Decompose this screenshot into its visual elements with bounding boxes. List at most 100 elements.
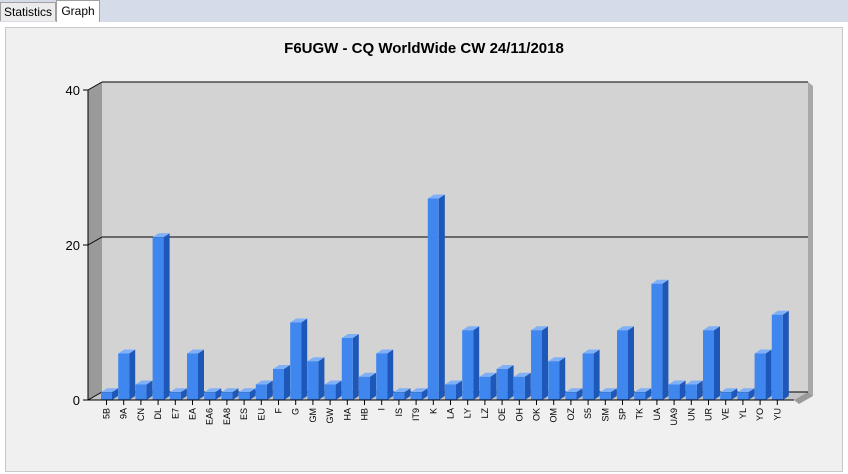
- bar: [496, 365, 514, 400]
- x-tick-label: UN: [686, 408, 696, 421]
- bar-top: [565, 388, 583, 393]
- bar-side: [782, 310, 789, 400]
- bar-side: [370, 372, 376, 400]
- x-tick-label: K: [428, 408, 438, 414]
- bar-top: [582, 349, 600, 354]
- bar-top: [324, 380, 342, 385]
- bar-top: [496, 365, 514, 369]
- bar: [393, 388, 411, 400]
- bar-top: [101, 388, 118, 393]
- bar-side: [112, 388, 118, 400]
- bar-top: [685, 380, 703, 385]
- bar: [582, 349, 600, 400]
- bar-top: [668, 380, 686, 385]
- bar-side: [679, 380, 686, 400]
- bar-front: [118, 353, 130, 400]
- x-tick-label: SP: [618, 408, 628, 420]
- y-tick-label: 40: [66, 83, 80, 98]
- bar-top: [238, 388, 256, 393]
- bar: [720, 388, 738, 400]
- bar-side: [576, 388, 583, 400]
- x-tick-label: TK: [635, 408, 645, 420]
- bar-side: [559, 357, 566, 400]
- bar: [255, 380, 273, 400]
- bar: [771, 310, 789, 400]
- x-tick-label: UA9: [669, 408, 679, 426]
- bar-top: [221, 388, 239, 393]
- bar-top: [599, 388, 617, 393]
- bar-side: [748, 388, 755, 400]
- bar-front: [685, 384, 697, 400]
- bar: [118, 349, 136, 400]
- bar-front: [393, 392, 405, 400]
- x-tick-label: OM: [549, 408, 559, 423]
- x-tick-label: IT9: [411, 408, 421, 421]
- bar-side: [593, 349, 600, 400]
- bar-side: [266, 380, 273, 400]
- bar-side: [438, 194, 445, 400]
- bar-side: [714, 326, 720, 400]
- bar: [376, 349, 394, 400]
- bar-front: [634, 392, 646, 400]
- bar-top: [737, 388, 755, 393]
- bar: [513, 372, 531, 400]
- bar: [341, 334, 359, 400]
- bar-front: [737, 392, 749, 400]
- bar-front: [496, 369, 508, 400]
- bar-top: [703, 326, 720, 331]
- tab-graph[interactable]: Graph: [56, 0, 100, 23]
- bar: [737, 388, 755, 400]
- bar-side: [335, 380, 342, 400]
- bar-side: [146, 380, 153, 400]
- tab-statistics[interactable]: Statistics: [0, 2, 56, 21]
- x-tick-label: HB: [360, 408, 370, 421]
- x-tick-label: OH: [514, 408, 524, 422]
- bar: [617, 326, 634, 400]
- gridline-depth: [87, 81, 103, 91]
- bar: [548, 357, 566, 400]
- bar-front: [445, 384, 456, 400]
- bar-side: [456, 380, 462, 400]
- bar-side: [284, 365, 290, 400]
- bar-front: [410, 392, 422, 400]
- x-tick-label: IS: [394, 408, 404, 417]
- bar-front: [290, 322, 302, 400]
- bar-side: [301, 318, 308, 400]
- bar-front: [771, 314, 783, 400]
- bar-side: [387, 349, 394, 400]
- x-tick-label: OK: [532, 408, 542, 421]
- bar-top: [393, 388, 411, 393]
- bar: [135, 380, 153, 400]
- y-tick-label: 20: [66, 238, 80, 253]
- bar: [238, 388, 256, 400]
- bar-side: [731, 388, 738, 400]
- x-tick-label: YU: [772, 408, 782, 421]
- bar: [685, 380, 703, 400]
- bar-front: [359, 376, 370, 400]
- bar-front: [599, 392, 611, 400]
- bar-side: [542, 326, 548, 400]
- bar: [204, 388, 222, 400]
- x-tick-label: DL: [153, 408, 163, 420]
- bar-side: [628, 326, 634, 400]
- bar-top: [341, 334, 359, 338]
- x-tick-label: LY: [463, 408, 473, 418]
- bar-side: [524, 372, 531, 400]
- gridline-depth: [87, 236, 103, 246]
- bar-top: [548, 357, 566, 362]
- bar-top: [445, 380, 462, 385]
- bar: [169, 388, 187, 400]
- y-tick-label: 0: [73, 393, 80, 408]
- bar-side: [232, 388, 239, 400]
- bar-front: [531, 330, 542, 400]
- bar-front: [565, 392, 577, 400]
- bar-front: [479, 376, 491, 400]
- bar: [152, 233, 170, 400]
- bar-side: [215, 388, 222, 400]
- x-tick-label: F: [274, 408, 284, 414]
- bar-side: [473, 326, 480, 400]
- x-tick-label: E7: [170, 408, 180, 419]
- x-tick-label: S5: [583, 408, 593, 419]
- x-tick-label: LZ: [480, 408, 490, 419]
- x-tick-label: LA: [446, 408, 456, 419]
